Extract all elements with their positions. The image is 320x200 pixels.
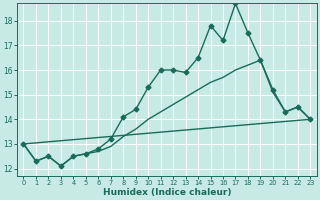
X-axis label: Humidex (Indice chaleur): Humidex (Indice chaleur)	[103, 188, 231, 197]
